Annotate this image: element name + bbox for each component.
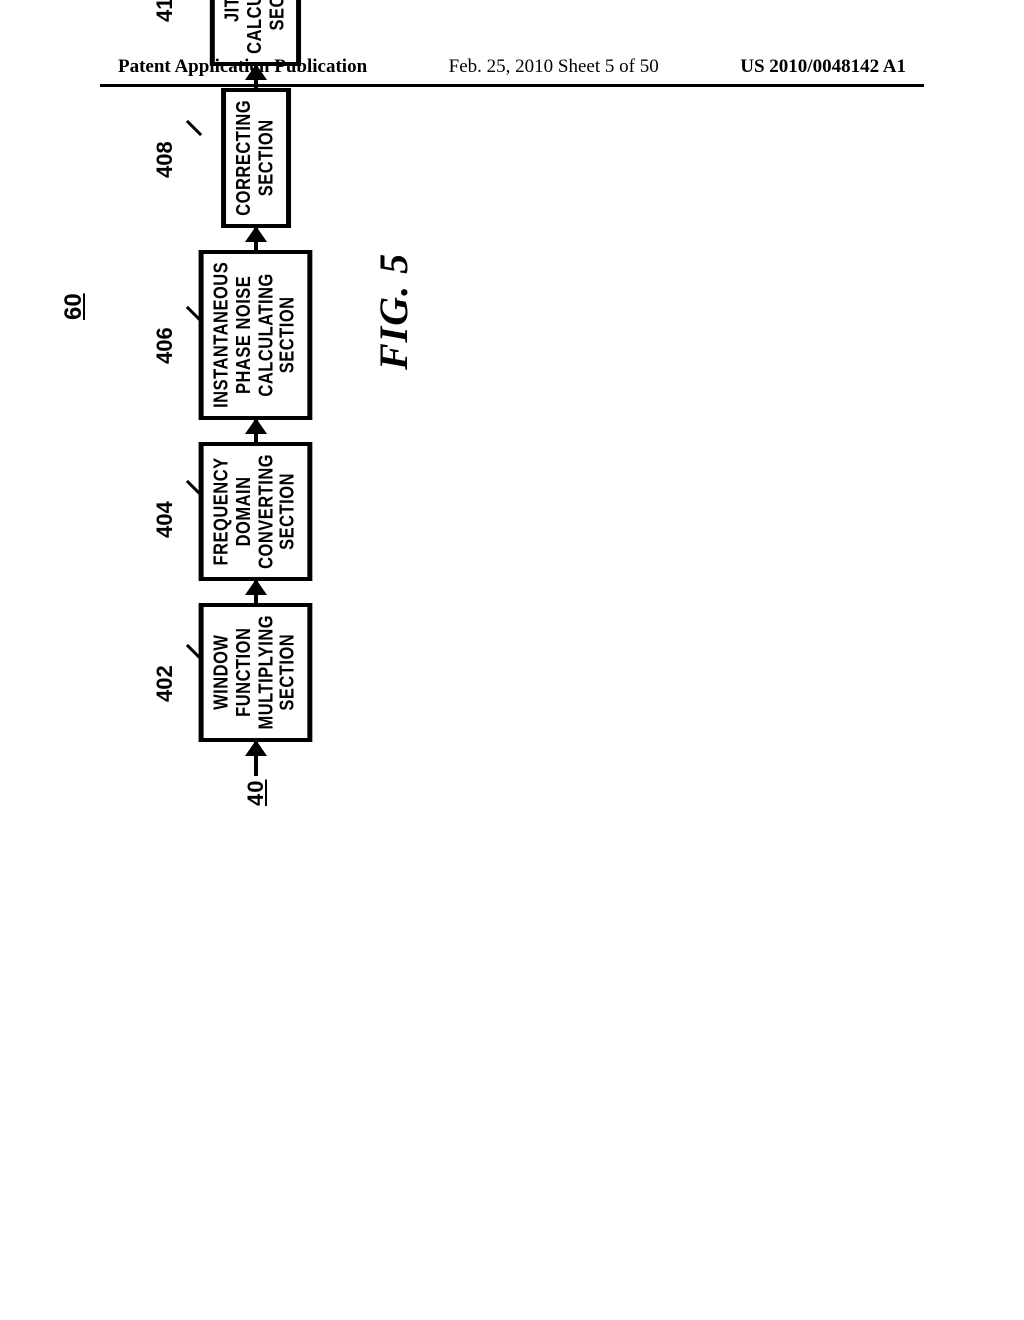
block-line: SECTION (277, 634, 300, 711)
arrow (254, 420, 258, 442)
group-reference: 60 (60, 293, 88, 320)
block-ref: 408 (152, 141, 178, 178)
block-line: WINDOW (210, 635, 233, 710)
block-ref: 410 (152, 0, 178, 22)
arrow (254, 66, 258, 88)
block-line: FUNCTION (232, 628, 255, 717)
arrow (254, 228, 258, 250)
block-402: WINDOWFUNCTIONMULTIPLYINGSECTION (199, 603, 313, 742)
block-408: CORRECTINGSECTION (221, 88, 291, 228)
block-line: PHASE NOISE (232, 276, 255, 394)
figure-label: FIG. 5 (370, 253, 417, 370)
block-line: CALCULATING (243, 0, 266, 54)
block-line: INSTANTANEOUS (210, 262, 233, 408)
block-ref: 406 (152, 327, 178, 364)
block-line: JITTER (221, 0, 244, 22)
block-line: SECTION (277, 296, 300, 373)
block-404: FREQUENCYDOMAINCONVERTINGSECTION (199, 442, 313, 581)
block-line: SECTION (266, 0, 289, 31)
block-ref: 402 (152, 665, 178, 702)
header-date: Feb. 25, 2010 Sheet 5 of 50 (449, 56, 659, 78)
block-line: CONVERTING (254, 454, 277, 569)
block-line: CORRECTING (232, 100, 255, 216)
block-line: SECTION (254, 119, 277, 196)
block-flow: 40 WINDOWFUNCTIONMULTIPLYINGSECTIONFREQU… (210, 0, 301, 810)
block-line: DOMAIN (232, 476, 255, 546)
block-line: CALCULATING (254, 273, 277, 396)
arrow (254, 581, 258, 603)
block-ref: 404 (152, 501, 178, 538)
figure-area: 60 40 WINDOWFUNCTIONMULTIPLYINGSECTIONFR… (100, 130, 924, 1230)
leader-line (174, 120, 202, 148)
block-line: MULTIPLYING (254, 615, 277, 730)
arrow (254, 742, 258, 776)
figure-rotated-container: 60 40 WINDOWFUNCTIONMULTIPLYINGSECTIONFR… (120, 0, 320, 810)
block-406: INSTANTANEOUSPHASE NOISECALCULATINGSECTI… (199, 250, 313, 420)
block-410: JITTERCALCULATINGSECTION (210, 0, 302, 66)
block-line: SECTION (277, 473, 300, 550)
block-line: FREQUENCY (210, 457, 233, 565)
input-ref: 40 (243, 776, 269, 810)
header-number: US 2010/0048142 A1 (740, 56, 906, 78)
